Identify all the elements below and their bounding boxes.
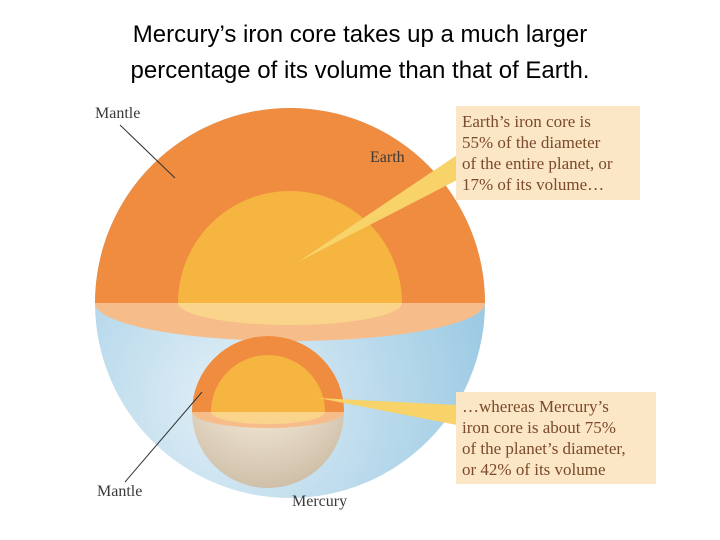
label: Mantle — [97, 483, 142, 500]
callout-line: or 42% of its volume — [462, 460, 606, 479]
label: Mercury — [292, 493, 347, 510]
leader-line — [124, 391, 203, 483]
mercury-core — [211, 355, 325, 412]
callout-line: iron core is about 75% — [462, 418, 616, 437]
title-line: Mercury’s iron core takes up a much larg… — [133, 21, 587, 48]
callout-line: 55% of the diameter — [462, 133, 601, 152]
mercury-core-face — [211, 412, 325, 424]
callout-line: of the planet’s diameter, — [462, 439, 626, 458]
callout-line: Earth’s iron core is — [462, 112, 591, 131]
label: Earth — [370, 149, 405, 166]
label: Mantle — [95, 105, 140, 122]
callout-line: of the entire planet, or — [462, 154, 613, 173]
earth-pointer — [298, 155, 457, 262]
callout-box — [456, 106, 640, 200]
callout-box — [456, 392, 656, 484]
leader-line — [119, 124, 176, 179]
callout-line: 17% of its volume… — [462, 175, 604, 194]
callout-line: …whereas Mercury’s — [462, 397, 609, 416]
earth-core — [178, 191, 402, 303]
earth-core-face — [178, 303, 402, 325]
mercury-pointer — [318, 398, 457, 425]
title-line: percentage of its volume than that of Ea… — [131, 57, 590, 84]
